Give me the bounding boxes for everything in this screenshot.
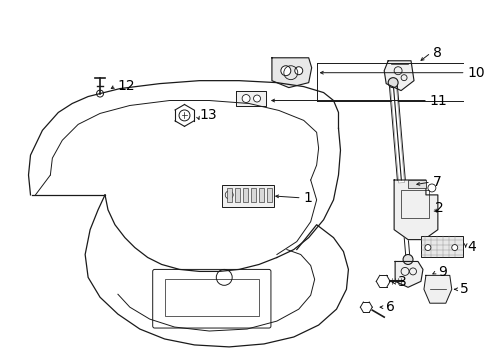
Polygon shape [236,91,265,107]
Text: 3: 3 [397,275,406,289]
Circle shape [402,255,412,265]
Text: 9: 9 [437,265,446,279]
Text: 12: 12 [118,78,135,93]
Circle shape [387,78,397,87]
Bar [243,188,247,202]
Polygon shape [423,275,451,303]
Polygon shape [384,61,413,91]
Circle shape [424,244,430,251]
Bar [235,188,240,202]
Bar [400,190,428,218]
Circle shape [242,95,249,103]
Polygon shape [393,180,437,240]
Text: 13: 13 [199,108,217,122]
Circle shape [451,244,457,251]
Bar [164,279,259,316]
Text: 5: 5 [459,282,468,296]
Bar [407,180,425,188]
Text: 7: 7 [432,175,441,189]
Text: 2: 2 [434,201,443,215]
Circle shape [280,66,290,76]
Bar [259,188,264,202]
Bar [420,236,462,257]
Polygon shape [271,58,311,87]
Bar [222,185,273,207]
Circle shape [294,67,302,75]
Text: 11: 11 [429,94,447,108]
Text: 1: 1 [303,191,312,205]
Text: 4: 4 [467,239,475,253]
Circle shape [253,95,260,102]
Bar [250,188,256,202]
Bar [266,188,271,202]
Bar [227,188,232,202]
Text: 10: 10 [467,66,484,80]
Polygon shape [394,261,422,287]
Text: 8: 8 [432,46,441,60]
Text: 6: 6 [386,300,394,314]
